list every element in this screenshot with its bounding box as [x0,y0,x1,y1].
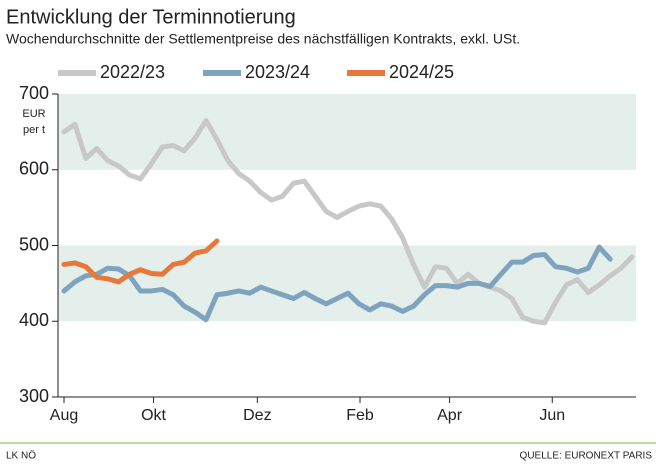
footer-left: LK NÖ [6,450,36,462]
series-line [61,244,613,323]
y-tick-label: 700 [19,83,49,103]
y-tick-label: 500 [19,234,49,254]
y-tick-label: 400 [19,310,49,330]
band [58,94,636,170]
footer-right: QUELLE: EURONEXT PARIS [520,451,653,462]
y-axis-label: EUR per t [22,108,45,136]
y-tick-label: 300 [19,386,49,406]
x-tick-label: Feb [346,407,374,424]
chart-title: Entwicklung der Terminnotierung [6,6,296,28]
x-tick-label: Okt [141,407,166,424]
x-tick-label: Jun [539,407,565,424]
x-tick-label: Apr [437,407,463,424]
x-tick-label: Aug [50,407,78,424]
legend-label: 2023/24 [245,62,310,82]
y-tick-label: 600 [19,159,49,179]
legend-label: 2022/23 [100,62,165,82]
legend-label: 2024/25 [389,62,454,82]
chart-subtitle: Wochendurchschnitte der Settlementpreise… [6,31,520,47]
x-tick-label: Dez [243,407,271,424]
band [58,245,636,322]
series-line [61,118,635,326]
series-line [61,238,220,285]
